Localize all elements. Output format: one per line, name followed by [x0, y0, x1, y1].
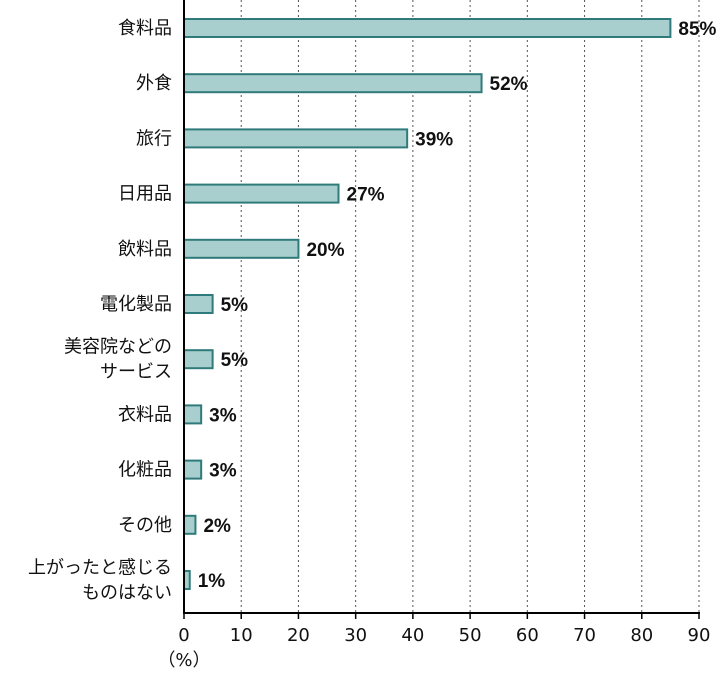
bar	[183, 459, 203, 480]
gridlines	[240, 0, 700, 613]
x-tick-label: 90	[688, 625, 711, 646]
bar	[183, 514, 197, 535]
x-tick-label: 30	[344, 625, 367, 646]
value-label: 5%	[221, 350, 249, 371]
category-label: 美容院などのサービス	[64, 337, 172, 383]
bar	[183, 128, 409, 149]
value-label: 27%	[347, 185, 385, 206]
category-label: 化粧品	[118, 460, 172, 481]
x-tick-label: 50	[459, 625, 482, 646]
category-label: 衣料品	[118, 404, 172, 425]
value-label: 20%	[306, 240, 344, 261]
x-tick-label: 40	[401, 625, 424, 646]
category-label: 上がったと感じるものはない	[28, 558, 172, 604]
bar	[183, 18, 672, 38]
value-label: 5%	[221, 295, 249, 316]
bar	[183, 294, 214, 314]
value-label: 3%	[209, 461, 237, 482]
category-label: 電化製品	[100, 294, 172, 315]
category-label: 日用品	[118, 184, 172, 205]
x-axis-unit-label: （%）	[157, 650, 210, 671]
category-label: 飲料品	[118, 239, 172, 260]
x-tick-label: 10	[230, 625, 253, 646]
x-tick-label: 80	[630, 625, 653, 646]
bars	[183, 18, 672, 590]
category-label: 外食	[136, 73, 172, 94]
bar	[183, 238, 300, 259]
x-tick-label: 0	[178, 625, 189, 646]
x-tick-labels: 0 10 20 30 40 50 60 70 80 90	[178, 625, 710, 646]
x-tick-label: 70	[573, 625, 596, 646]
axes	[183, 0, 700, 619]
value-label: 85%	[678, 19, 716, 40]
value-label: 2%	[203, 516, 231, 537]
bar	[183, 73, 483, 94]
bar	[183, 404, 203, 425]
bar	[183, 349, 214, 370]
x-tick-label: 20	[287, 625, 310, 646]
category-labels: 食料品外食旅行日用品飲料品電化製品美容院などのサービス衣料品化粧品その他上がった…	[28, 18, 172, 604]
value-labels: 85% 52% 39% 27% 20% 5% 5% 3% 3% 2% 1%	[198, 19, 717, 592]
value-label: 39%	[415, 129, 453, 150]
value-label: 3%	[209, 405, 237, 426]
bar	[183, 183, 340, 204]
category-label: その他	[118, 515, 172, 536]
value-label: 52%	[490, 74, 528, 95]
category-label: 食料品	[118, 18, 172, 39]
value-label: 1%	[198, 571, 226, 592]
category-label: 旅行	[136, 128, 172, 149]
x-tick-label: 60	[516, 625, 539, 646]
